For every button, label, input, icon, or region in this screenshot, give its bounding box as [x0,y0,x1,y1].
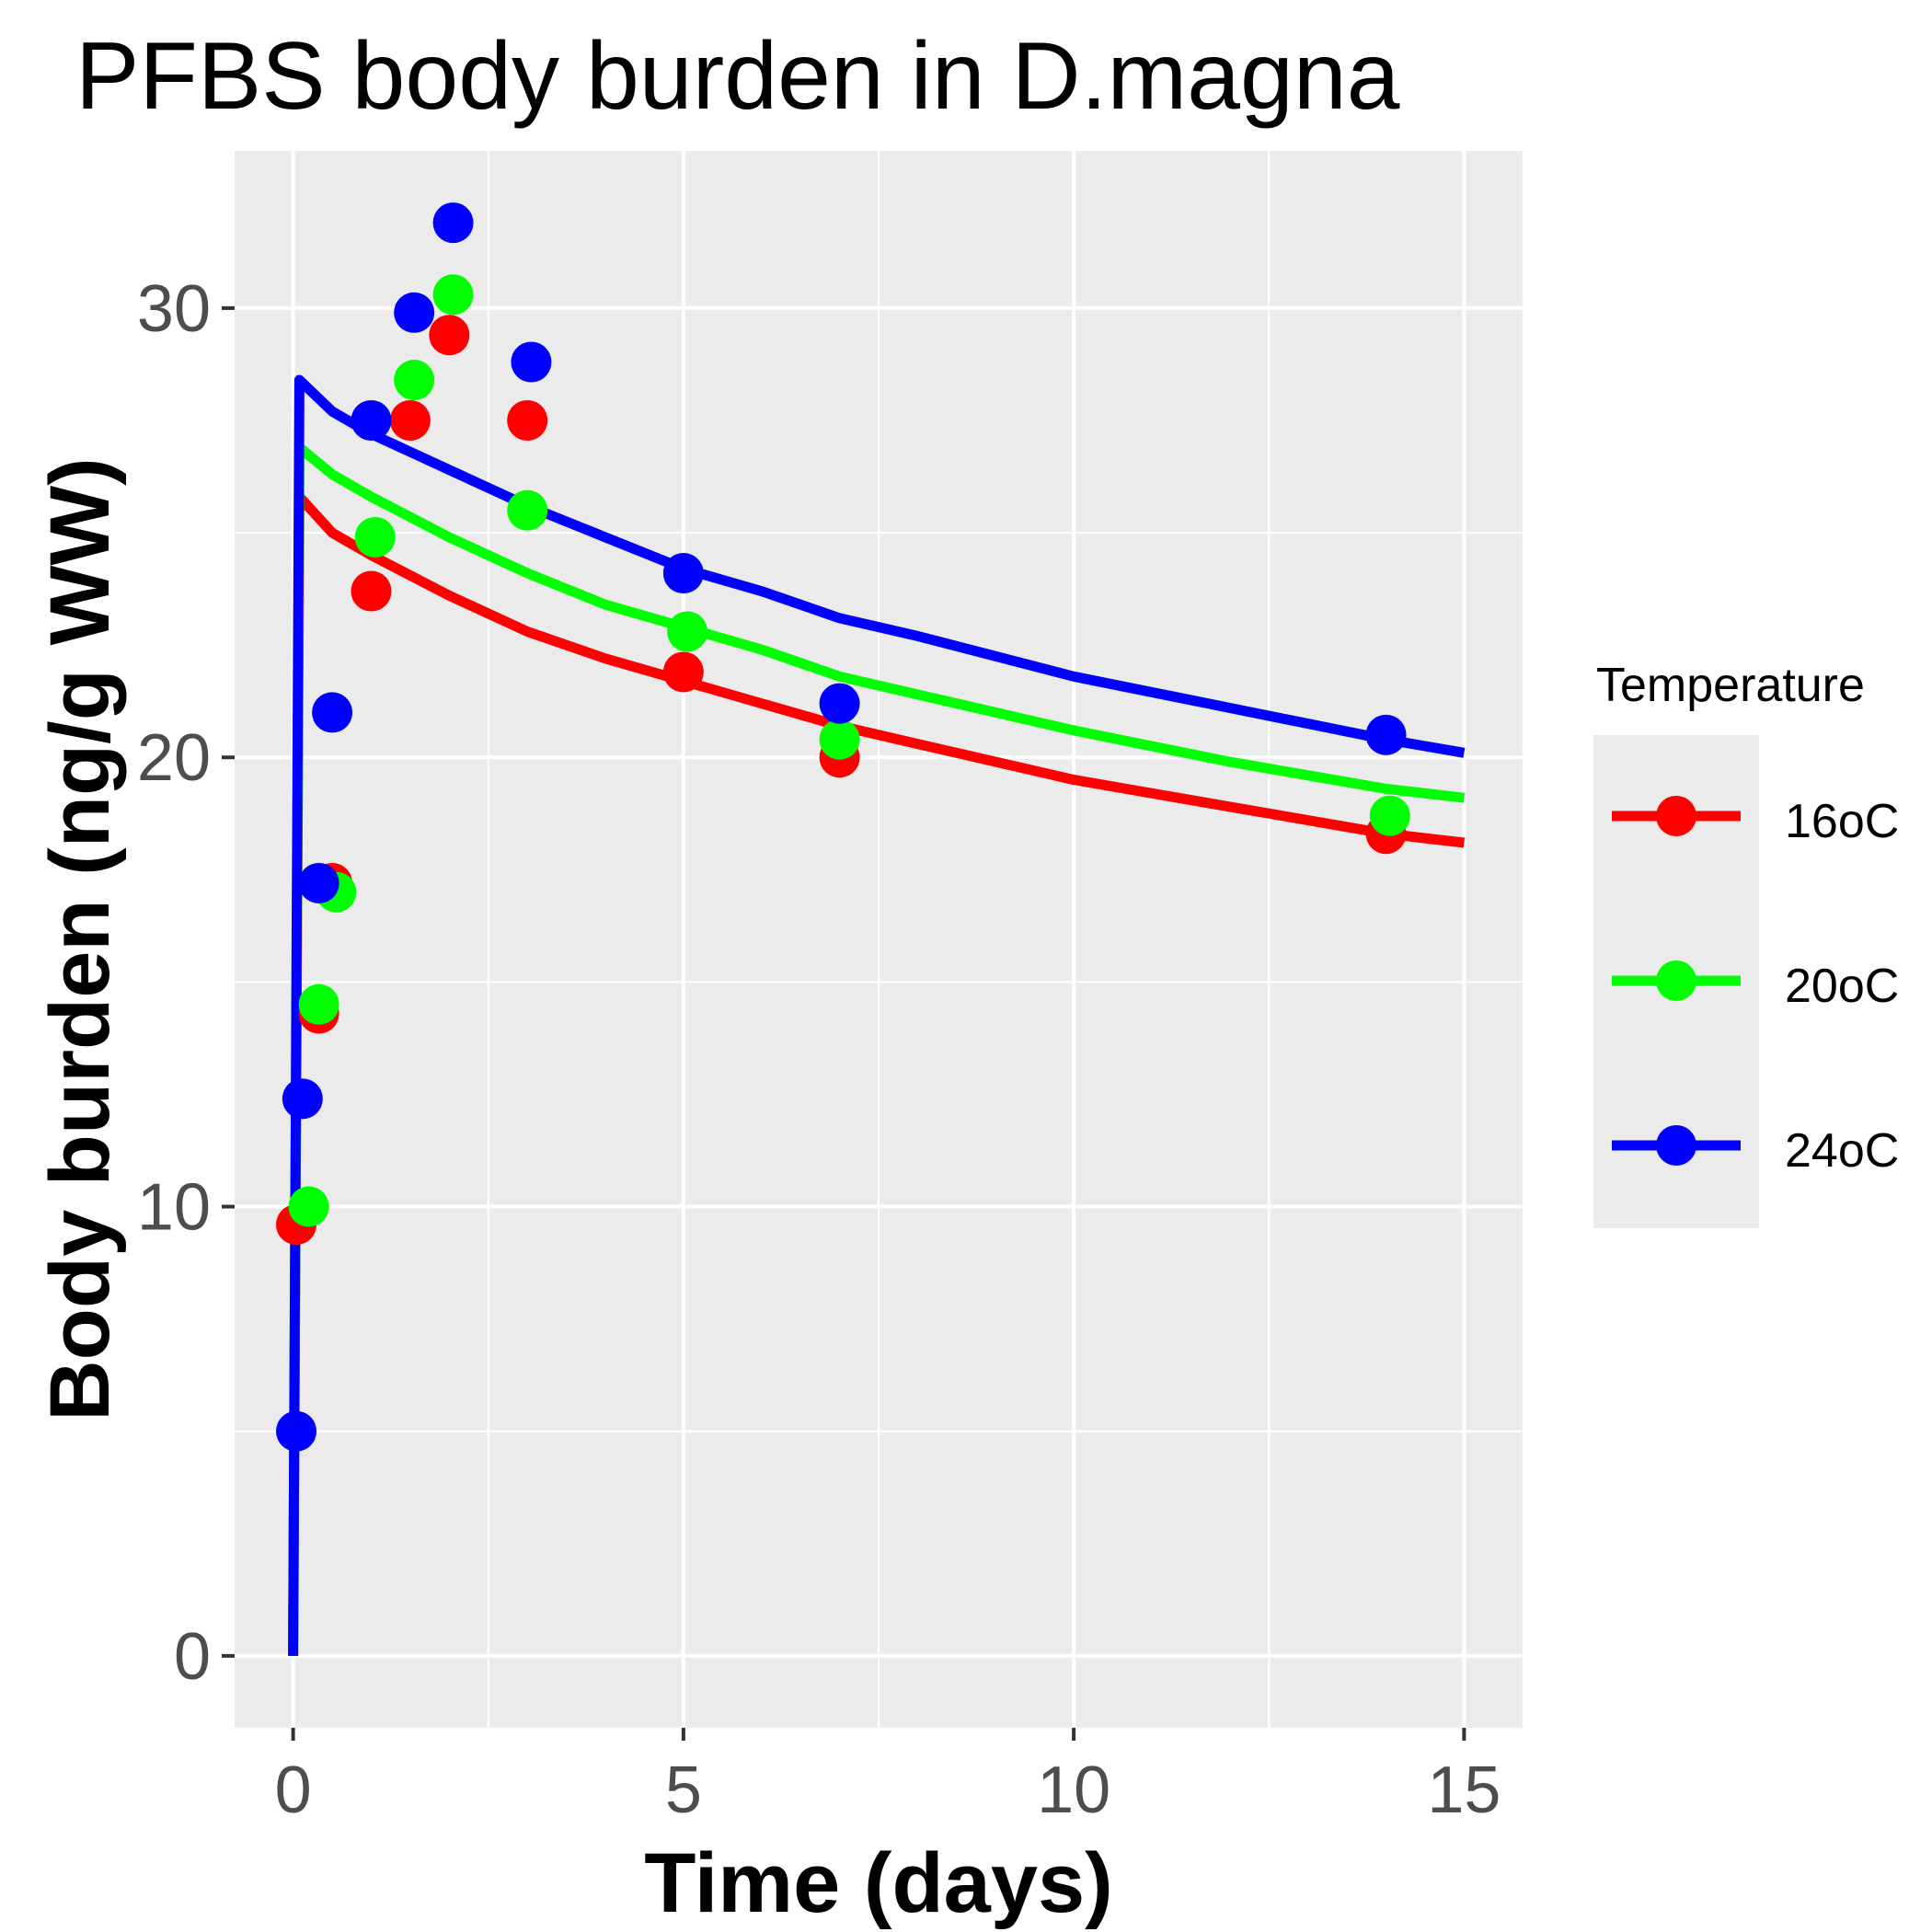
data-point-16oC [662,651,704,693]
data-point-20oC [354,516,396,558]
data-point-16oC [507,399,548,441]
legend-title: Temperature [1596,659,1865,712]
x-tick-label: 10 [1037,1754,1110,1827]
legend-label-20oC: 20oC [1785,960,1899,1013]
data-point-24oC [662,553,704,594]
y-tick-label: 10 [137,1171,211,1245]
chart-title: PFBS body burden in D.magna [75,23,1400,130]
legend-key-point-16oC [1656,796,1696,836]
y-tick-label: 20 [137,721,211,795]
data-point-16oC [389,399,431,441]
data-point-24oC [432,202,474,244]
data-point-24oC [1365,714,1407,755]
data-point-24oC [276,1410,317,1452]
data-point-20oC [1369,795,1410,836]
data-point-20oC [432,274,474,316]
legend-label-16oC: 16oC [1785,795,1899,848]
data-point-24oC [819,683,860,724]
legend-key-point-20oC [1656,960,1696,1001]
data-point-24oC [394,292,435,333]
legend-label-24oC: 24oC [1785,1124,1899,1178]
data-point-20oC [667,611,708,652]
x-tick-label: 0 [275,1754,312,1827]
legend-keys [1612,796,1741,1166]
y-tick-label: 0 [174,1620,211,1694]
data-point-24oC [282,1078,323,1120]
data-point-24oC [312,692,353,733]
legend-key-point-24oC [1656,1125,1696,1166]
y-axis-ticks: 0 10 20 30 [137,272,235,1694]
y-axis-title: Body burden (ng/g WW) [33,457,127,1421]
legend: Temperature 16oC 20oC 24oC [1593,659,1899,1228]
data-point-20oC [394,360,435,401]
x-axis-title: Time (days) [644,1836,1113,1930]
data-point-24oC [511,341,552,383]
data-point-24oC [351,399,392,441]
data-point-20oC [298,983,339,1025]
y-tick-label: 30 [137,272,211,346]
data-point-20oC [288,1186,329,1227]
data-point-24oC [298,862,339,903]
grid-minor [235,151,1523,1728]
data-point-20oC [507,489,548,531]
x-tick-label: 15 [1427,1754,1501,1827]
data-point-20oC [819,719,860,760]
data-point-16oC [351,570,392,612]
data-point-16oC [429,315,470,356]
x-axis-ticks: 0 5 10 15 [275,1728,1501,1827]
x-tick-label: 5 [665,1754,702,1827]
data-points [276,202,1410,1452]
